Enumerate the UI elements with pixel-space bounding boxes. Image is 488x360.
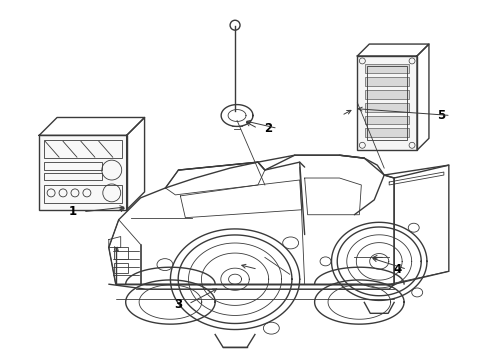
Bar — [39, 135, 126, 210]
Bar — [44, 162, 102, 170]
Bar — [357, 56, 416, 150]
Bar — [44, 173, 102, 180]
Text: 2: 2 — [263, 122, 271, 135]
Bar — [365, 77, 408, 86]
Bar — [114, 247, 127, 260]
Bar — [365, 116, 408, 125]
Bar — [365, 90, 408, 99]
Text: 1: 1 — [69, 205, 77, 218]
Bar — [366, 66, 406, 140]
Bar — [365, 129, 408, 137]
Bar — [365, 64, 408, 73]
Text: 5: 5 — [436, 109, 444, 122]
Text: 3: 3 — [174, 297, 182, 311]
Bar — [114, 264, 127, 273]
Text: 4: 4 — [392, 263, 401, 276]
Bar — [365, 103, 408, 112]
Bar — [44, 185, 122, 203]
Bar — [44, 140, 122, 158]
